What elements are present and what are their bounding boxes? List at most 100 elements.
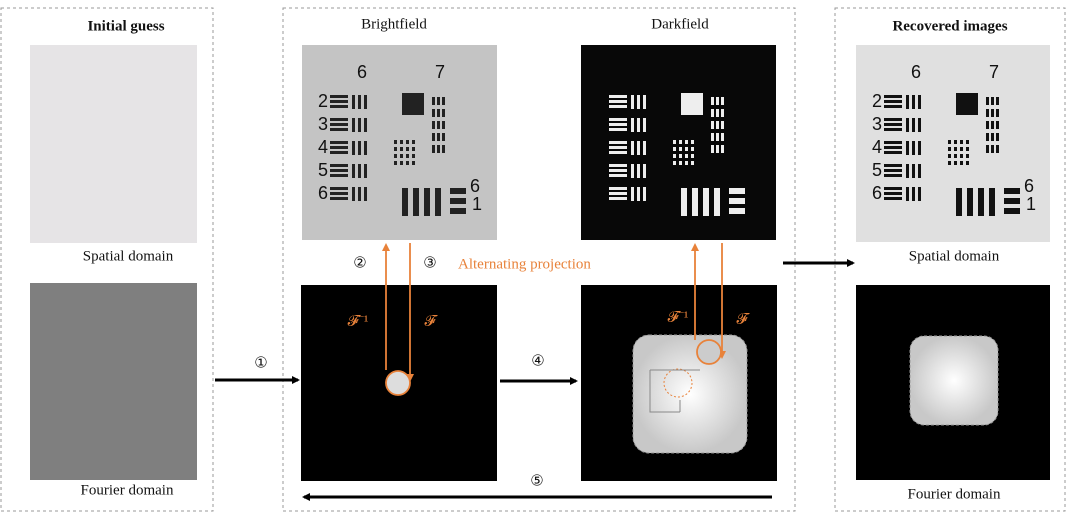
target-bar: [609, 192, 627, 195]
domain-label: Spatial domain: [909, 248, 1000, 264]
target-bar: [685, 147, 688, 151]
target-bar: [609, 174, 627, 177]
target-bar: [729, 188, 745, 194]
target-label: 6: [357, 62, 367, 82]
target-bar: [681, 188, 687, 216]
target-bar: [442, 133, 445, 141]
target-bar: [711, 133, 714, 141]
target-bar: [679, 147, 682, 151]
target-bar: [673, 140, 676, 144]
target-bar: [884, 118, 902, 121]
target-bar: [996, 109, 999, 117]
target-bar: [437, 145, 440, 153]
target-bar: [673, 154, 676, 158]
target-bar: [609, 146, 627, 149]
target-bar: [954, 154, 957, 158]
target-bar: [413, 188, 419, 216]
target-bar: [643, 187, 646, 201]
target-bar: [692, 188, 698, 216]
target-bar: [989, 188, 995, 216]
target-bar: [918, 187, 921, 201]
target-bar: [609, 187, 627, 190]
target-bar: [1004, 208, 1020, 214]
target-bar: [918, 118, 921, 132]
target-bar: [691, 161, 694, 165]
operator: 𝓕⁻¹: [348, 313, 369, 329]
target-label: 5: [318, 160, 328, 180]
target-bar: [609, 95, 627, 98]
target-bar: [685, 140, 688, 144]
target-bar: [637, 187, 640, 201]
target-bar: [330, 105, 348, 108]
pupil: [697, 340, 721, 364]
target-bar: [960, 161, 963, 165]
target-bar: [716, 97, 719, 105]
target-bar: [721, 109, 724, 117]
target-bar: [948, 140, 951, 144]
target-bar: [729, 208, 745, 214]
target-bar: [721, 133, 724, 141]
target-bar: [906, 95, 909, 109]
target-bar: [1004, 198, 1020, 204]
target-bar: [330, 146, 348, 149]
target-bar: [960, 154, 963, 158]
domain-label: Fourier domain: [81, 482, 174, 498]
target-bar: [412, 161, 415, 165]
target-bar: [912, 118, 915, 132]
target-bar: [918, 141, 921, 155]
target-bar: [631, 187, 634, 201]
target-bar: [884, 197, 902, 200]
target-bar: [966, 161, 969, 165]
target-bar: [352, 118, 355, 132]
target-bar: [450, 208, 466, 214]
target-bar: [711, 109, 714, 117]
target-bar: [609, 141, 627, 144]
domain-label: Spatial domain: [83, 248, 174, 264]
target-bar: [691, 140, 694, 144]
target-bar: [352, 164, 355, 178]
target-label: 3: [318, 114, 328, 134]
target-bar: [609, 197, 627, 200]
target-label: 6: [470, 176, 480, 196]
target-bar: [986, 121, 989, 129]
target-bar: [912, 164, 915, 178]
target-bar: [432, 97, 435, 105]
target-label: 5: [872, 160, 882, 180]
target-bar: [402, 188, 408, 216]
target-bar: [609, 169, 627, 172]
target-bar: [679, 154, 682, 158]
target-bar: [394, 161, 397, 165]
target-square: [956, 93, 978, 115]
target-bar: [352, 95, 355, 109]
target-bar: [948, 161, 951, 165]
target-bar: [358, 164, 361, 178]
target-bar: [714, 188, 720, 216]
target-bar: [394, 140, 397, 144]
target-bar: [884, 105, 902, 108]
target-bar: [673, 147, 676, 151]
target-bar: [631, 141, 634, 155]
target-bar: [906, 118, 909, 132]
target-bar: [330, 123, 348, 126]
target-bar: [432, 121, 435, 129]
target-bar: [884, 146, 902, 149]
target-bar: [330, 174, 348, 177]
target-bar: [400, 140, 403, 144]
target-bar: [986, 133, 989, 141]
target-bar: [960, 140, 963, 144]
target-bar: [711, 97, 714, 105]
target-bar: [991, 97, 994, 105]
target-bar: [679, 140, 682, 144]
target-bar: [406, 147, 409, 151]
target-bar: [609, 100, 627, 103]
target-bar: [330, 141, 348, 144]
target-bar: [685, 154, 688, 158]
target-bar: [352, 187, 355, 201]
target-bar: [437, 121, 440, 129]
target-bar: [637, 164, 640, 178]
target-bar: [912, 187, 915, 201]
step-number: ②: [353, 255, 366, 271]
target-bar: [912, 95, 915, 109]
target-bar: [394, 147, 397, 151]
target-bar: [679, 161, 682, 165]
